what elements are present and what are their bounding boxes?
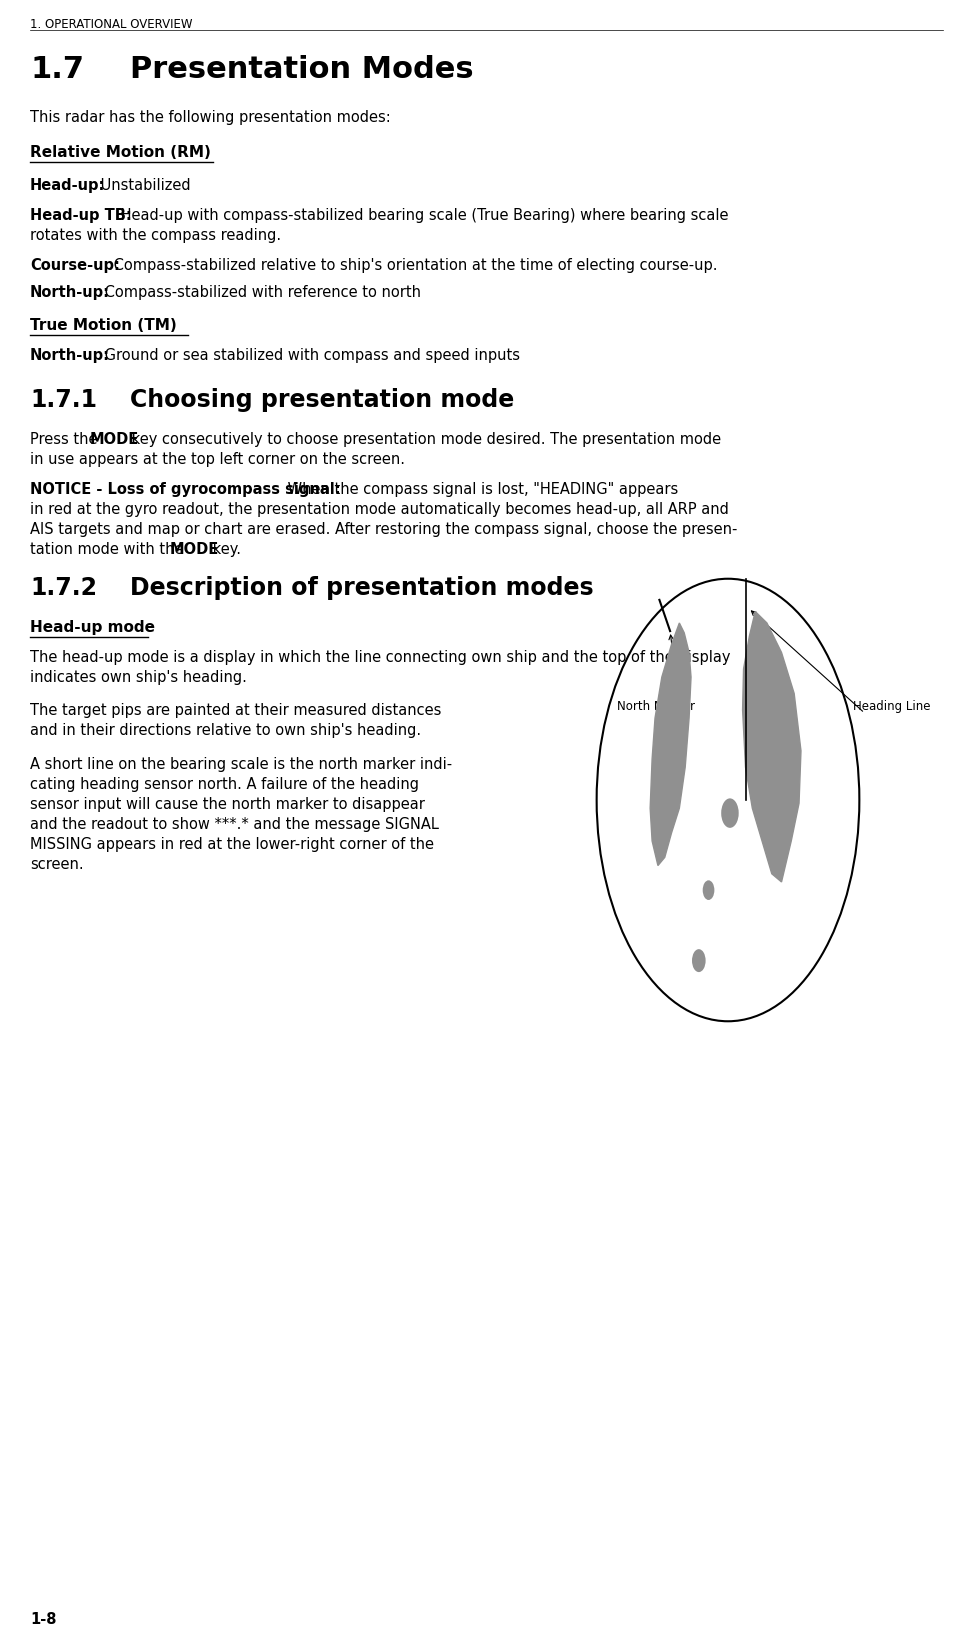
Text: Relative Motion (RM): Relative Motion (RM) xyxy=(30,144,211,161)
Text: NOTICE - Loss of gyrocompass signal:: NOTICE - Loss of gyrocompass signal: xyxy=(30,482,341,497)
Text: Description of presentation modes: Description of presentation modes xyxy=(130,575,594,600)
Text: 1.7.1: 1.7.1 xyxy=(30,388,97,411)
Polygon shape xyxy=(650,623,691,865)
Text: screen.: screen. xyxy=(30,857,84,872)
Text: key consecutively to choose presentation mode desired. The presentation mode: key consecutively to choose presentation… xyxy=(127,433,721,447)
Text: Course-up:: Course-up: xyxy=(30,257,120,274)
Text: and the readout to show ***.* and the message SIGNAL: and the readout to show ***.* and the me… xyxy=(30,816,439,833)
Text: key.: key. xyxy=(208,543,241,557)
Text: The head-up mode is a display in which the line connecting own ship and the top : The head-up mode is a display in which t… xyxy=(30,651,731,665)
Text: Press the: Press the xyxy=(30,433,102,447)
Text: Head-up with compass-stabilized bearing scale (True Bearing) where bearing scale: Head-up with compass-stabilized bearing … xyxy=(116,208,729,223)
Text: sensor input will cause the north marker to disappear: sensor input will cause the north marker… xyxy=(30,797,425,811)
Text: The target pips are painted at their measured distances: The target pips are painted at their mea… xyxy=(30,703,442,718)
Text: cating heading sensor north. A failure of the heading: cating heading sensor north. A failure o… xyxy=(30,777,419,792)
Text: 1.7.2: 1.7.2 xyxy=(30,575,97,600)
Text: Unstabilized: Unstabilized xyxy=(96,179,191,193)
Text: Head-up TB:: Head-up TB: xyxy=(30,208,131,223)
Text: MODE: MODE xyxy=(90,433,139,447)
Text: Ground or sea stabilized with compass and speed inputs: Ground or sea stabilized with compass an… xyxy=(100,347,520,362)
Text: North-up:: North-up: xyxy=(30,347,110,362)
Text: indicates own ship's heading.: indicates own ship's heading. xyxy=(30,670,247,685)
Text: Compass-stabilized with reference to north: Compass-stabilized with reference to nor… xyxy=(100,285,421,300)
Text: Head-up mode: Head-up mode xyxy=(30,620,155,634)
Text: Presentation Modes: Presentation Modes xyxy=(130,56,474,84)
Text: When the compass signal is lost, "HEADING" appears: When the compass signal is lost, "HEADIN… xyxy=(283,482,678,497)
Text: MODE: MODE xyxy=(170,543,219,557)
Polygon shape xyxy=(742,611,801,882)
Text: Choosing presentation mode: Choosing presentation mode xyxy=(130,388,515,411)
Text: in use appears at the top left corner on the screen.: in use appears at the top left corner on… xyxy=(30,452,405,467)
Text: rotates with the compass reading.: rotates with the compass reading. xyxy=(30,228,281,243)
Text: North-up:: North-up: xyxy=(30,285,110,300)
Text: This radar has the following presentation modes:: This radar has the following presentatio… xyxy=(30,110,391,125)
Text: A short line on the bearing scale is the north marker indi-: A short line on the bearing scale is the… xyxy=(30,757,452,772)
Circle shape xyxy=(721,798,739,828)
Text: North Marker: North Marker xyxy=(617,700,695,713)
Text: and in their directions relative to own ship's heading.: and in their directions relative to own … xyxy=(30,723,421,738)
Text: Head-up:: Head-up: xyxy=(30,179,105,193)
Text: tation mode with the: tation mode with the xyxy=(30,543,188,557)
Text: AIS targets and map or chart are erased. After restoring the compass signal, cho: AIS targets and map or chart are erased.… xyxy=(30,521,738,538)
Text: 1.7: 1.7 xyxy=(30,56,84,84)
Text: in red at the gyro readout, the presentation mode automatically becomes head-up,: in red at the gyro readout, the presenta… xyxy=(30,502,729,516)
Text: 1-8: 1-8 xyxy=(30,1613,56,1628)
Text: Heading Line: Heading Line xyxy=(853,700,930,713)
Text: 1. OPERATIONAL OVERVIEW: 1. OPERATIONAL OVERVIEW xyxy=(30,18,193,31)
Text: True Motion (TM): True Motion (TM) xyxy=(30,318,177,333)
Circle shape xyxy=(703,880,714,900)
Text: MISSING appears in red at the lower-right corner of the: MISSING appears in red at the lower-righ… xyxy=(30,838,434,852)
Circle shape xyxy=(692,949,705,972)
Text: Compass-stabilized relative to ship's orientation at the time of electing course: Compass-stabilized relative to ship's or… xyxy=(109,257,717,274)
